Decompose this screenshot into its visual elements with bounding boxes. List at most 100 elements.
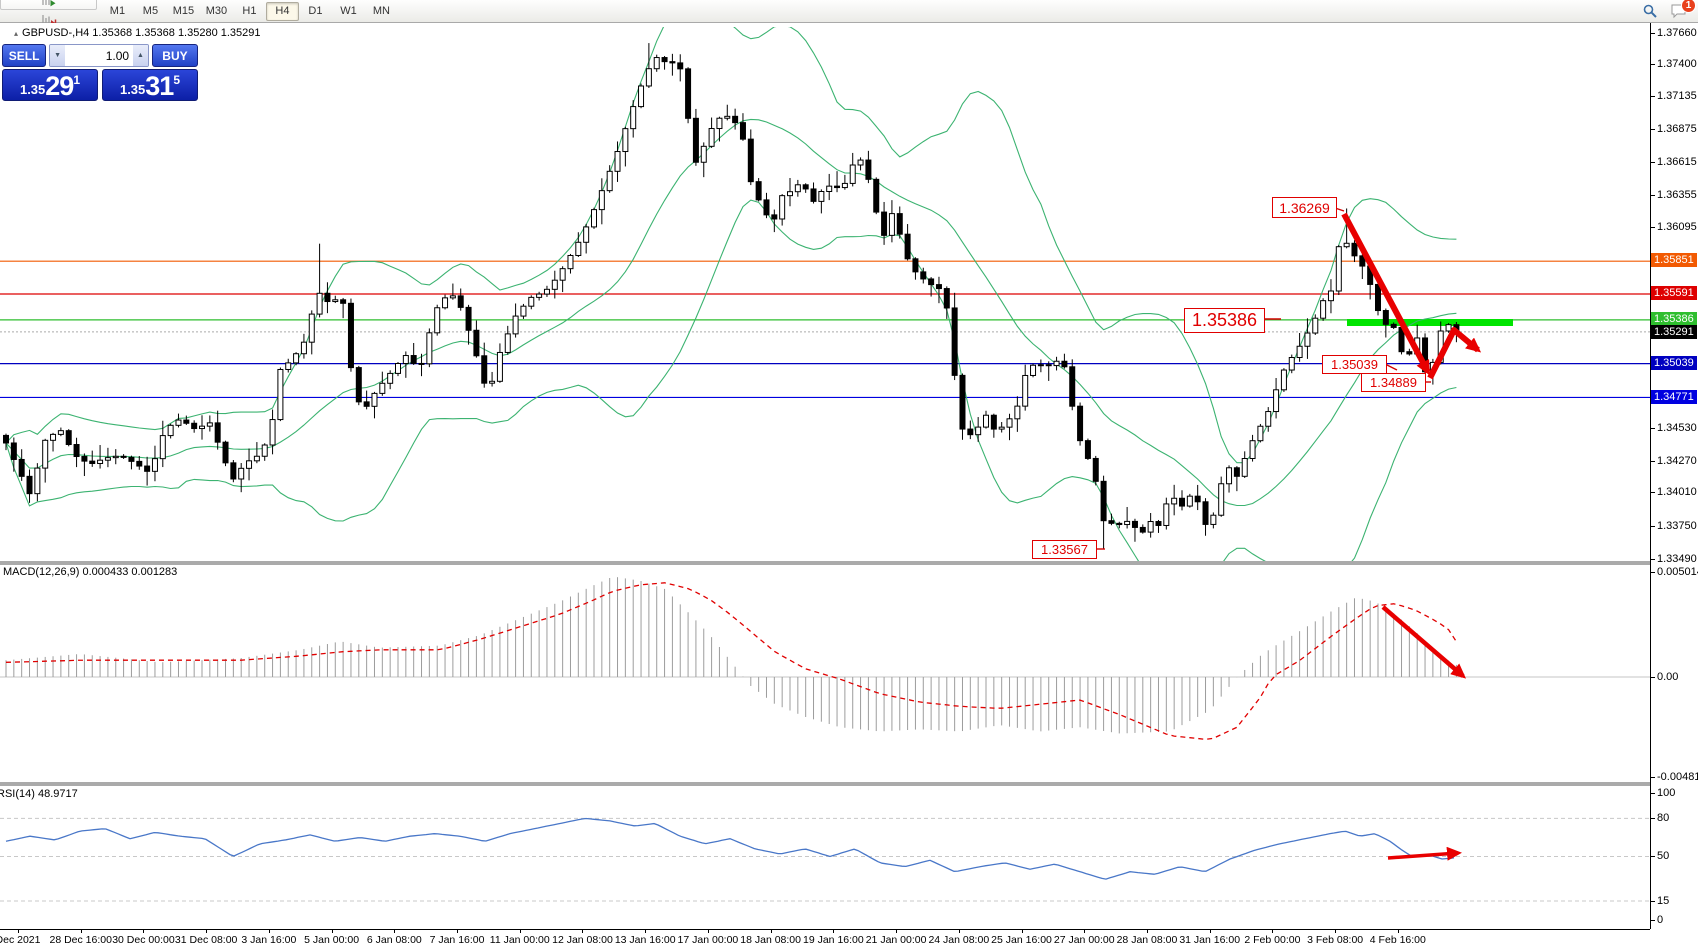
volume-decrease-button[interactable]: ▼ [50, 45, 66, 66]
price-axis-label: 0.005014 [1657, 566, 1698, 578]
price-axis-label: 1.36615 [1657, 156, 1697, 168]
axis-tick-mark [1651, 96, 1655, 97]
volume-increase-button[interactable]: ▲ [133, 45, 148, 66]
macd-pane [0, 577, 1650, 741]
axis-tick-mark [645, 930, 647, 933]
search-button[interactable] [1639, 1, 1661, 21]
price-annotation[interactable]: 1.35386 [1184, 308, 1265, 333]
price-tag-label: 1.35291 [1651, 325, 1697, 339]
time-axis-label: 25 Jan 16:00 [991, 934, 1052, 946]
time-axis-label: 2 Feb 00:00 [1244, 934, 1301, 946]
axis-tick-mark [1651, 195, 1655, 196]
price-annotation[interactable]: 1.35039 [1322, 355, 1387, 374]
price-axis-label: 1.37400 [1657, 58, 1697, 70]
price-axis-label: 1.36095 [1657, 221, 1697, 233]
time-axis-label: 28 Jan 08:00 [1116, 934, 1178, 946]
axis-tick-mark [1021, 930, 1023, 933]
axis-tick-mark [206, 930, 208, 933]
rsi-pane [0, 817, 1650, 902]
time-axis-label: 30 Dec 00:00 [112, 934, 175, 946]
chart-background [0, 23, 1650, 929]
axis-tick-mark [1084, 930, 1086, 933]
axis-tick-mark [331, 930, 333, 933]
drawn-arrow[interactable] [1387, 846, 1462, 861]
axis-tick-mark [1651, 901, 1655, 902]
price-tag-label: 1.35039 [1651, 356, 1697, 370]
timeframe-button-w1[interactable]: W1 [340, 5, 357, 17]
sell-button[interactable]: SELL [2, 44, 47, 67]
axis-tick-mark [1651, 129, 1655, 130]
timeframe-button-h4[interactable]: H4 [265, 1, 299, 21]
drawn-arrow[interactable] [1341, 212, 1431, 376]
axis-tick-mark [457, 930, 459, 933]
drawn-arrow[interactable] [1427, 327, 1482, 380]
axis-tick-mark [707, 930, 709, 933]
step-forward-icon [42, 0, 56, 7]
annotation-pointer [1384, 363, 1398, 371]
price-axis-label: 1.36355 [1657, 189, 1697, 201]
axis-tick-mark [833, 930, 835, 933]
search-icon [1643, 4, 1657, 18]
axis-tick-mark [582, 930, 584, 933]
toolbar-button-auto-scroll[interactable] [0, 0, 97, 10]
price-tag-label: 1.35851 [1651, 253, 1697, 267]
axis-tick-mark [1272, 930, 1274, 933]
time-axis-label: 6 Jan 08:00 [366, 934, 422, 946]
timeframe-button-m15[interactable]: M15 [172, 5, 195, 17]
bollinger-band-line [5, 118, 1457, 507]
price-axis-label: 1.33490 [1657, 553, 1697, 565]
buy-button[interactable]: BUY [151, 44, 198, 67]
axis-tick-mark [1651, 793, 1655, 794]
buy-price-display: 1.35 31 5 [102, 69, 198, 101]
symbol-ohlc-label: ▴ GBPUSD-,H4 1.35368 1.35368 1.35280 1.3… [14, 27, 261, 39]
timeframe-button-m5[interactable]: M5 [142, 5, 159, 17]
time-axis-label: 3 Jan 16:00 [241, 934, 297, 946]
axis-tick-mark [394, 930, 396, 933]
price-axis-label: 100 [1657, 787, 1676, 799]
price-annotation[interactable]: 1.36269 [1272, 197, 1337, 218]
axis-tick-mark [770, 930, 772, 933]
volume-input[interactable] [65, 45, 134, 66]
price-axis-label: 1.36875 [1657, 123, 1697, 135]
drawn-arrow[interactable] [1381, 605, 1467, 679]
time-axis-label: 12 Jan 08:00 [552, 934, 613, 946]
price-axis-label: 50 [1657, 850, 1670, 862]
price-axis-label: -0.004812 [1657, 771, 1698, 783]
axis-tick-mark [1651, 162, 1655, 163]
axis-tick-mark [1651, 64, 1655, 65]
timeframe-button-h1[interactable]: H1 [242, 5, 257, 17]
timeframe-button-mn[interactable]: MN [372, 5, 390, 17]
chart-plot[interactable] [0, 23, 1650, 929]
axis-tick-mark [1651, 33, 1655, 34]
price-tag-label: 1.35591 [1651, 286, 1697, 300]
time-axis-label: 4 Feb 16:00 [1369, 934, 1426, 946]
chat-button[interactable]: 1 [1667, 0, 1696, 21]
axis-tick-mark [1651, 428, 1655, 429]
axis-tick-mark [1651, 227, 1655, 228]
axis-tick-mark [1146, 930, 1148, 933]
axis-tick-mark [958, 930, 960, 933]
axis-tick-mark [1209, 930, 1211, 933]
chart-mini-icon: ▴ [14, 28, 19, 38]
axis-tick-mark [1651, 461, 1655, 462]
axis-tick-mark [1651, 677, 1655, 678]
price-axis-label: 15 [1657, 895, 1670, 907]
time-axis-label: 31 Dec 08:00 [174, 934, 238, 946]
price-axis-label: 1.37660 [1657, 27, 1697, 39]
drawn-support-band[interactable] [1347, 319, 1513, 326]
timeframe-button-m30[interactable]: M30 [205, 5, 228, 17]
axis-tick-mark [80, 930, 82, 933]
price-axis-label: 1.33750 [1657, 520, 1697, 532]
timeframe-button-m1[interactable]: M1 [109, 5, 126, 17]
timeframe-button-d1[interactable]: D1 [308, 5, 323, 17]
time-axis-label: 31 Jan 16:00 [1179, 934, 1241, 946]
axis-tick-mark [1651, 920, 1655, 921]
price-annotation[interactable]: 1.33567 [1032, 540, 1097, 559]
time-axis-label: 24 Jan 08:00 [928, 934, 990, 946]
time-axis-label: 13 Jan 16:00 [614, 934, 676, 946]
time-axis: Dec 2021 28 Dec 16:00 30 Dec 00:00 31 Dec 0… [0, 929, 1650, 951]
price-annotation[interactable]: 1.34889 [1361, 373, 1426, 392]
price-axis-label: 1.34010 [1657, 486, 1697, 498]
